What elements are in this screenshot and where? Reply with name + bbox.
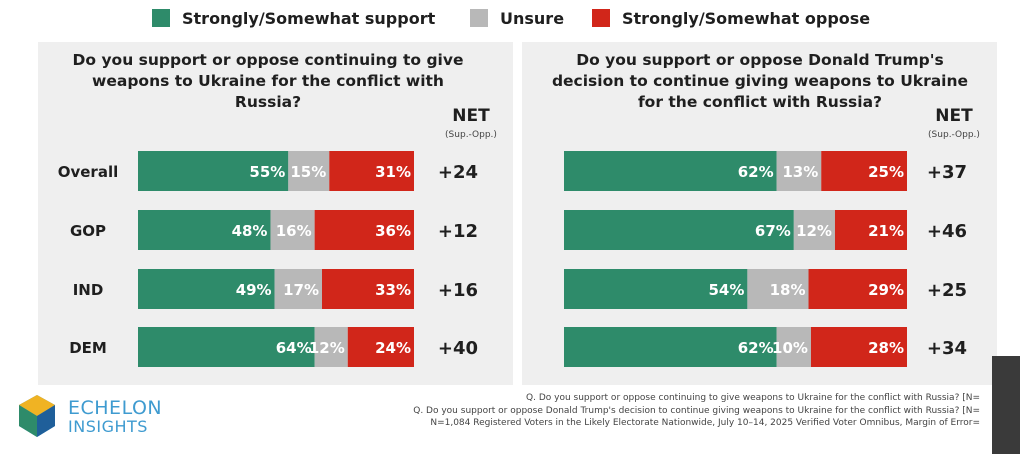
- category-label-ind: IND: [73, 281, 104, 299]
- video-overlay-edge: [992, 356, 1020, 454]
- category-label-gop: GOP: [70, 222, 106, 240]
- footnotes: Q. Do you support or oppose continuing t…: [300, 392, 980, 430]
- data-label-right-gop-support: 67%: [755, 222, 791, 240]
- data-label-left-overall-support: 55%: [249, 163, 285, 181]
- data-label-right-overall-unsure: 13%: [782, 163, 818, 181]
- data-label-left-ind-support: 49%: [236, 281, 272, 299]
- data-label-right-gop-unsure: 12%: [796, 222, 832, 240]
- category-label-overall: Overall: [58, 163, 119, 181]
- legend-swatch-support: [152, 9, 170, 27]
- data-label-left-ind-oppose: 33%: [375, 281, 411, 299]
- chart-panel-right: Do you support or oppose Donald Trump's …: [522, 42, 997, 385]
- data-label-left-ind-unsure: 17%: [283, 281, 319, 299]
- net-value-right-overall: +37: [927, 162, 967, 183]
- data-label-right-gop-oppose: 21%: [868, 222, 904, 240]
- legend-item-oppose: Strongly/Somewhat oppose: [592, 6, 870, 30]
- footnote-2: Q. Do you support or oppose Donald Trump…: [300, 405, 980, 418]
- data-label-right-dem-unsure: 10%: [772, 339, 808, 357]
- net-value-left-ind: +16: [438, 280, 478, 301]
- data-label-right-ind-unsure: 18%: [770, 281, 806, 299]
- legend-swatch-oppose: [592, 9, 610, 27]
- legend-label-oppose: Strongly/Somewhat oppose: [622, 9, 870, 28]
- data-label-right-ind-support: 54%: [708, 281, 744, 299]
- data-label-left-overall-unsure: 15%: [290, 163, 326, 181]
- net-value-left-dem: +40: [438, 338, 478, 359]
- net-value-right-gop: +46: [927, 221, 967, 242]
- echelon-insights-logo: ECHELON INSIGHTS: [16, 393, 206, 443]
- legend-item-support: Strongly/Somewhat support: [152, 6, 435, 30]
- chart-panel-left: Do you support or oppose continuing to g…: [38, 42, 513, 385]
- net-value-left-gop: +12: [438, 221, 478, 242]
- data-label-left-overall-oppose: 31%: [375, 163, 411, 181]
- data-label-right-overall-support: 62%: [738, 163, 774, 181]
- net-value-right-ind: +25: [927, 280, 967, 301]
- data-label-right-ind-oppose: 29%: [868, 281, 904, 299]
- legend-label-support: Strongly/Somewhat support: [182, 9, 435, 28]
- data-label-left-gop-unsure: 16%: [276, 222, 312, 240]
- data-label-left-dem-support: 64%: [276, 339, 312, 357]
- bar-chart-left: 55% 15% 31% Overall +24 48% 16% 36% GOP +12 49% 17%…: [38, 42, 513, 385]
- footnote-1: Q. Do you support or oppose continuing t…: [300, 392, 980, 405]
- chart-legend: Strongly/Somewhat support Unsure Strongl…: [0, 6, 1024, 30]
- data-label-right-dem-support: 62%: [738, 339, 774, 357]
- net-value-left-overall: +24: [438, 162, 478, 183]
- net-value-right-dem: +34: [927, 338, 967, 359]
- data-label-left-gop-oppose: 36%: [375, 222, 411, 240]
- data-label-right-dem-oppose: 28%: [868, 339, 904, 357]
- footnote-3: N=1,084 Registered Voters in the Likely …: [300, 417, 980, 430]
- logo-text-insights: INSIGHTS: [68, 417, 148, 436]
- data-label-left-dem-oppose: 24%: [375, 339, 411, 357]
- logo-text-echelon: ECHELON: [68, 397, 162, 419]
- legend-item-unsure: Unsure: [470, 6, 564, 30]
- legend-swatch-unsure: [470, 9, 488, 27]
- data-label-left-dem-unsure: 12%: [309, 339, 345, 357]
- data-label-left-gop-support: 48%: [232, 222, 268, 240]
- hexagon-logo-icon: [16, 393, 58, 439]
- data-label-right-overall-oppose: 25%: [868, 163, 904, 181]
- legend-label-unsure: Unsure: [500, 9, 564, 28]
- category-label-dem: DEM: [69, 339, 107, 357]
